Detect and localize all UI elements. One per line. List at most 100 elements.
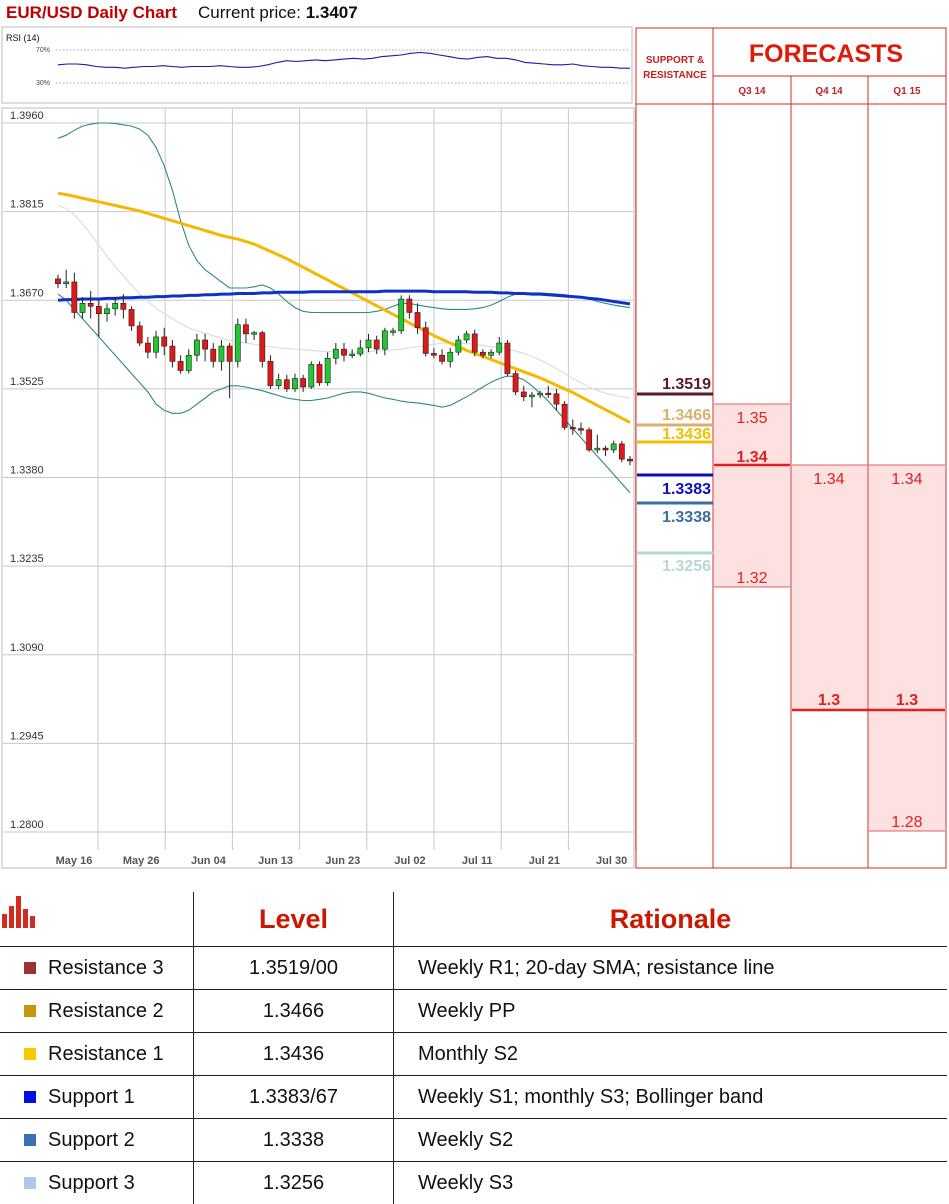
- candle-body: [407, 299, 412, 312]
- row-rationale: Weekly PP: [394, 990, 948, 1033]
- level-header: Level: [194, 892, 394, 947]
- candle-body: [611, 444, 616, 450]
- candle-body: [464, 334, 469, 340]
- candle-body: [194, 340, 199, 355]
- candle-body: [521, 392, 526, 397]
- x-tick-label: May 16: [56, 855, 93, 867]
- candle-body: [456, 340, 461, 352]
- candle: [235, 319, 240, 368]
- candle-body: [358, 348, 363, 354]
- forecast-q4-high: 1.34: [813, 471, 844, 488]
- candle: [562, 401, 567, 430]
- candle-body: [399, 299, 404, 331]
- table-row: Resistance 3 1.3519/00 Weekly R1; 20-day…: [0, 947, 947, 990]
- sr-level-6: 1.3256: [662, 558, 711, 575]
- candle-body: [252, 333, 257, 335]
- candle-body: [374, 340, 379, 349]
- row-name: Resistance 1: [48, 1043, 164, 1065]
- candle-body: [170, 346, 175, 361]
- row-level: 1.3256: [194, 1162, 394, 1204]
- candle-body: [309, 364, 314, 387]
- candle-body: [292, 378, 297, 388]
- y-tick-label: 1.3090: [10, 642, 44, 654]
- row-name: Resistance 3: [48, 957, 164, 979]
- table-row: Support 3 1.3256 Weekly S3: [0, 1162, 947, 1204]
- rsi-panel: RSI (14) 70% 30%: [2, 27, 632, 103]
- candle: [309, 361, 314, 389]
- forecast-panel: SUPPORT & RESISTANCE FORECASTS Q3 14 Q4 …: [636, 28, 946, 868]
- row-level: 1.3383/67: [194, 1076, 394, 1119]
- levels-table-header: Level Rationale: [0, 892, 947, 947]
- x-tick-label: Jul 21: [529, 855, 560, 867]
- candle-body: [497, 343, 502, 352]
- candle-body: [186, 355, 191, 370]
- candle-body: [578, 429, 583, 431]
- candle-body: [415, 312, 420, 327]
- candle-body: [219, 346, 224, 361]
- row-rationale: Weekly S1; monthly S3; Bollinger band: [394, 1076, 948, 1119]
- candle: [472, 330, 477, 357]
- candle-body: [350, 354, 355, 356]
- y-tick-label: 1.3960: [10, 110, 44, 122]
- y-tick-label: 1.2945: [10, 730, 44, 742]
- candle-body: [562, 404, 567, 427]
- candle-body: [145, 343, 150, 352]
- candle-body: [243, 325, 248, 334]
- forecast-q3-high: 1.35: [736, 410, 767, 427]
- forecast-q4-mid: 1.3: [818, 692, 840, 709]
- swatch-support-3: [24, 1177, 36, 1189]
- candle: [317, 361, 322, 385]
- row-rationale: Weekly S2: [394, 1119, 948, 1162]
- candle-body: [64, 282, 69, 284]
- forecast-col-q4-label: Q4 14: [815, 86, 843, 97]
- candle-body: [603, 448, 608, 450]
- candle-body: [439, 355, 444, 361]
- x-tick-label: Jun 04: [191, 855, 227, 867]
- candle: [505, 340, 510, 377]
- candle-body: [480, 352, 485, 355]
- x-tick-label: May 26: [123, 855, 160, 867]
- candle-body: [113, 303, 118, 309]
- candle-body: [88, 303, 93, 306]
- candle-body: [341, 349, 346, 355]
- x-tick-label: Jul 30: [596, 855, 627, 867]
- table-row: Support 1 1.3383/67 Weekly S1; monthly S…: [0, 1076, 947, 1119]
- candle-body: [595, 448, 600, 450]
- swatch-resistance-2: [24, 1005, 36, 1017]
- forecasts-title: FORECASTS: [749, 40, 903, 68]
- candle-body: [153, 337, 158, 352]
- candle-body: [284, 380, 289, 389]
- candle-body: [382, 331, 387, 349]
- candle-body: [137, 326, 142, 343]
- y-tick-label: 1.3235: [10, 553, 44, 565]
- price-panel: 1.39601.38151.36701.35251.33801.32351.30…: [2, 108, 636, 868]
- candle-body: [431, 353, 436, 355]
- candle-body: [619, 444, 624, 459]
- candle-body: [202, 340, 207, 349]
- candle-body: [55, 279, 60, 284]
- candle-body: [546, 393, 551, 395]
- candle-body: [325, 358, 330, 382]
- candle-body: [505, 343, 510, 374]
- forecast-range-q3: [714, 404, 790, 587]
- candle-body: [235, 325, 240, 362]
- swatch-resistance-3: [24, 962, 36, 974]
- row-level: 1.3519/00: [194, 947, 394, 990]
- y-tick-label: 1.3525: [10, 376, 44, 388]
- sr-header-line2: RESISTANCE: [643, 70, 707, 81]
- x-tick-label: Jun 23: [325, 855, 360, 867]
- candle-body: [448, 352, 453, 361]
- row-name: Support 1: [48, 1086, 135, 1108]
- candle-body: [472, 334, 477, 352]
- sr-header-line1: SUPPORT &: [646, 55, 704, 66]
- bar-chart-icon: [0, 892, 194, 947]
- forecast-q1-low: 1.28: [891, 814, 922, 831]
- candle-body: [538, 393, 543, 395]
- forecast-q1-mid: 1.3: [896, 692, 918, 709]
- rsi-level-70: 70%: [36, 47, 50, 54]
- row-name: Support 3: [48, 1172, 135, 1194]
- candle: [513, 371, 518, 395]
- rsi-level-30: 30%: [36, 80, 50, 87]
- candle-body: [366, 340, 371, 348]
